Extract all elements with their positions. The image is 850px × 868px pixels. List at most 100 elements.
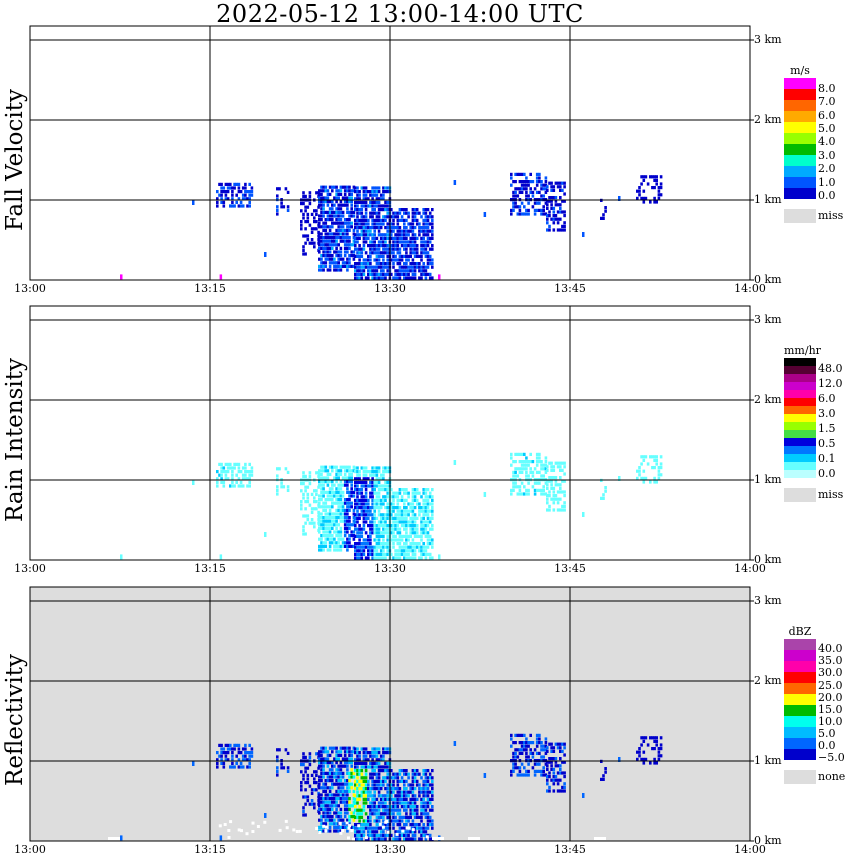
no-echo-pixel — [237, 828, 241, 832]
echo-pixel — [371, 211, 374, 215]
echo-pixel — [362, 190, 366, 194]
echo-pixel — [552, 508, 556, 512]
echo-pixel — [358, 208, 361, 212]
echo-pixel — [396, 531, 400, 535]
echo-pixel — [407, 254, 410, 258]
echo-pixel — [582, 512, 585, 517]
echo-pixel — [386, 506, 389, 510]
echo-pixel — [356, 208, 359, 212]
echo-pixel — [556, 210, 560, 214]
echo-pixel — [563, 472, 566, 476]
echo-pixel — [418, 265, 421, 269]
echo-pixel — [280, 205, 283, 209]
echo-pixel — [362, 747, 366, 751]
echo-pixel — [392, 240, 395, 244]
echo-pixel — [373, 772, 376, 776]
echo-pixel — [375, 747, 379, 751]
echo-pixel — [415, 812, 419, 816]
echo-pixel — [415, 769, 419, 773]
echo-pixel — [422, 262, 425, 266]
legend-swatch — [784, 422, 816, 430]
echo-pixel — [403, 208, 406, 212]
legend-swatch — [784, 683, 816, 694]
echo-pixel — [394, 805, 397, 809]
echo-pixel — [362, 520, 366, 524]
echo-pixel — [552, 490, 556, 494]
echo-pixel — [302, 763, 305, 767]
echo-pixel — [559, 228, 562, 232]
echo-pixel — [331, 746, 334, 750]
echo-pixel — [284, 467, 288, 471]
legend-value-label: 7.0 — [818, 95, 836, 109]
echo-pixel — [428, 247, 432, 251]
echo-pixel — [556, 742, 560, 746]
echo-pixel — [367, 204, 370, 208]
echo-pixel — [546, 221, 549, 225]
echo-pixel — [373, 754, 376, 758]
x-tick-label: 13:15 — [194, 282, 226, 295]
echo-pixel — [422, 222, 425, 226]
echo-pixel — [554, 497, 558, 501]
echo-pixel — [350, 775, 353, 779]
echo-pixel — [379, 524, 383, 528]
echo-pixel — [371, 549, 374, 553]
echo-pixel — [322, 750, 325, 754]
echo-pixel — [302, 252, 305, 256]
echo-pixel — [367, 830, 370, 834]
echo-pixel — [377, 769, 381, 773]
echo-pixel — [369, 520, 372, 524]
echo-pixel — [646, 462, 650, 466]
echo-pixel — [302, 234, 305, 238]
echo-pixel — [431, 783, 434, 787]
echo-pixel — [322, 775, 325, 779]
echo-pixel — [235, 193, 238, 197]
echo-pixel — [324, 480, 328, 484]
echo-pixel — [431, 244, 434, 248]
echo-pixel — [409, 247, 412, 251]
echo-pixel — [431, 222, 434, 226]
echo-pixel — [407, 513, 410, 517]
echo-pixel — [550, 185, 553, 189]
echo-pixel — [364, 473, 368, 477]
echo-pixel — [653, 458, 656, 462]
echo-pixel — [318, 807, 321, 811]
echo-pixel — [328, 829, 332, 833]
echo-pixel — [548, 199, 551, 203]
echo-pixel — [382, 470, 385, 474]
echo-pixel — [343, 815, 347, 819]
echo-pixel — [371, 545, 374, 549]
echo-pixel — [286, 769, 290, 773]
echo-pixel — [431, 488, 434, 492]
echo-pixel — [356, 236, 359, 240]
echo-pixel — [400, 258, 404, 262]
echo-pixel — [337, 257, 340, 261]
echo-pixel — [531, 741, 535, 745]
echo-pixel — [392, 509, 395, 513]
echo-pixel — [602, 774, 605, 778]
echo-pixel — [428, 509, 432, 513]
echo-pixel — [538, 481, 541, 485]
legend-swatch — [784, 716, 816, 727]
echo-pixel — [544, 456, 548, 460]
echo-pixel — [398, 520, 402, 524]
echo-pixel — [364, 801, 368, 805]
echo-pixel — [428, 254, 432, 258]
echo-pixel — [653, 739, 656, 743]
echo-pixel — [403, 794, 406, 798]
echo-pixel — [411, 509, 415, 513]
echo-pixel — [405, 531, 408, 535]
echo-pixel — [411, 513, 415, 517]
echo-pixel — [320, 775, 323, 779]
echo-pixel — [322, 534, 325, 538]
echo-pixel — [320, 793, 323, 797]
echo-pixel — [333, 185, 336, 189]
echo-pixel — [322, 505, 325, 509]
echo-pixel — [531, 205, 535, 209]
echo-pixel — [384, 470, 387, 474]
legend-unit-label: m/s — [790, 64, 810, 77]
echo-pixel — [379, 520, 383, 524]
echo-pixel — [337, 218, 340, 222]
echo-pixel — [364, 190, 368, 194]
echo-pixel — [386, 545, 389, 549]
echo-pixel — [322, 541, 325, 545]
